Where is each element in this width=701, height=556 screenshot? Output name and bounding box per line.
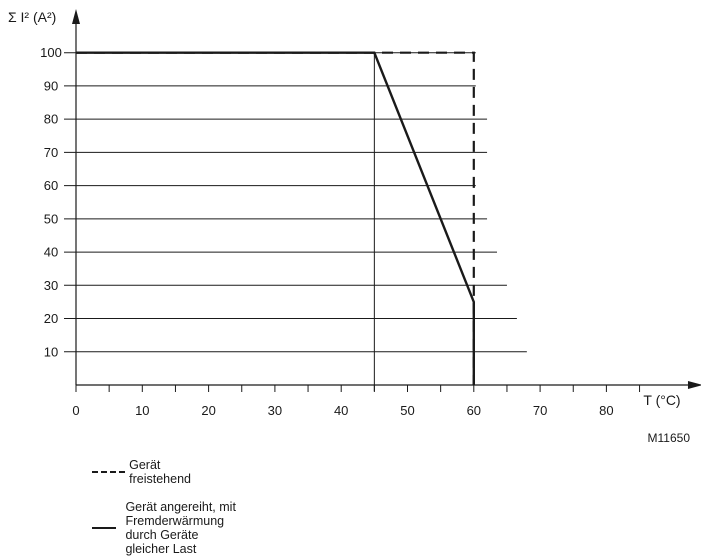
y-axis-title: Σ I² (A²) bbox=[8, 9, 56, 25]
x-tick-label-50: 50 bbox=[400, 403, 414, 418]
y-tick-label-70: 70 bbox=[44, 145, 58, 160]
y-tick-label-100: 100 bbox=[40, 45, 62, 60]
x-tick-label-10: 10 bbox=[135, 403, 149, 418]
legend-label-solid-line1: Gerät angereiht, mit Fremderwärmung bbox=[125, 500, 236, 528]
y-tick-label-20: 20 bbox=[44, 311, 58, 326]
series-layer bbox=[76, 51, 475, 385]
figure-code: M11650 bbox=[648, 431, 691, 445]
x-tick-label-0: 0 bbox=[72, 403, 79, 418]
legend-label-solid-line2: durch Geräte gleicher Last bbox=[125, 528, 199, 556]
x-tick-label-80: 80 bbox=[599, 403, 613, 418]
x-tick-label-70: 70 bbox=[533, 403, 547, 418]
y-tick-label-40: 40 bbox=[44, 245, 58, 260]
y-tick-label-50: 50 bbox=[44, 211, 58, 226]
x-tick-label-40: 40 bbox=[334, 403, 348, 418]
legend-swatch-dashed bbox=[92, 471, 126, 473]
legend-item-dashed: Gerät freistehend bbox=[92, 458, 202, 486]
grid-layer bbox=[64, 52, 527, 391]
x-tick-label-30: 30 bbox=[268, 403, 282, 418]
x-axis-title: T (°C) bbox=[643, 392, 680, 408]
derating-chart: 10 20 30 40 50 60 70 80 90 100 0 10 20 30 40 50 60 70 80 Σ… bbox=[8, 9, 701, 445]
labels-layer: 10 20 30 40 50 60 70 80 90 100 0 10 20 30 40 50 60 70 80 bbox=[40, 45, 613, 418]
y-tick-label-80: 80 bbox=[44, 112, 58, 127]
axes-layer bbox=[72, 9, 701, 392]
x-axis-arrow bbox=[687, 381, 701, 389]
legend-swatch-solid bbox=[92, 527, 117, 529]
series-solid bbox=[76, 51, 475, 385]
y-tick-label-90: 90 bbox=[44, 78, 58, 93]
legend-item-solid: Gerät angereiht, mit Fremderwärmung durc… bbox=[92, 500, 244, 556]
legend-label-dashed: Gerät freistehend bbox=[129, 458, 191, 486]
x-tick-label-20: 20 bbox=[201, 403, 215, 418]
y-axis-arrow bbox=[72, 9, 80, 24]
y-tick-label-10: 10 bbox=[44, 344, 58, 359]
legend-label-solid: Gerät angereiht, mit Fremderwärmung durc… bbox=[125, 500, 243, 556]
x-tick-label-60: 60 bbox=[467, 403, 481, 418]
y-tick-label-60: 60 bbox=[44, 178, 58, 193]
y-tick-label-30: 30 bbox=[44, 278, 58, 293]
